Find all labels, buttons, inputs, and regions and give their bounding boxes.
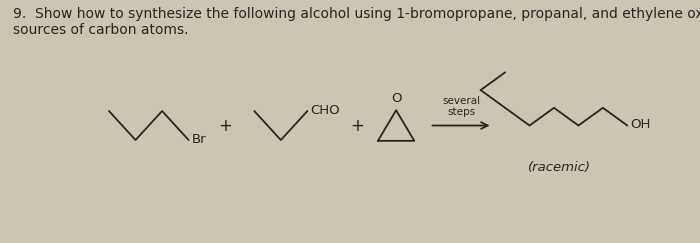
Text: O: O — [391, 92, 401, 105]
Text: CHO: CHO — [310, 104, 340, 117]
Text: 9.  Show how to synthesize the following alcohol using 1-bromopropane, propanal,: 9. Show how to synthesize the following … — [13, 7, 700, 37]
Text: OH: OH — [630, 118, 650, 131]
Text: (racemic): (racemic) — [528, 161, 591, 174]
Text: +: + — [218, 117, 232, 135]
Text: +: + — [351, 117, 365, 135]
Text: several
steps: several steps — [442, 96, 480, 117]
Text: Br: Br — [191, 133, 206, 146]
